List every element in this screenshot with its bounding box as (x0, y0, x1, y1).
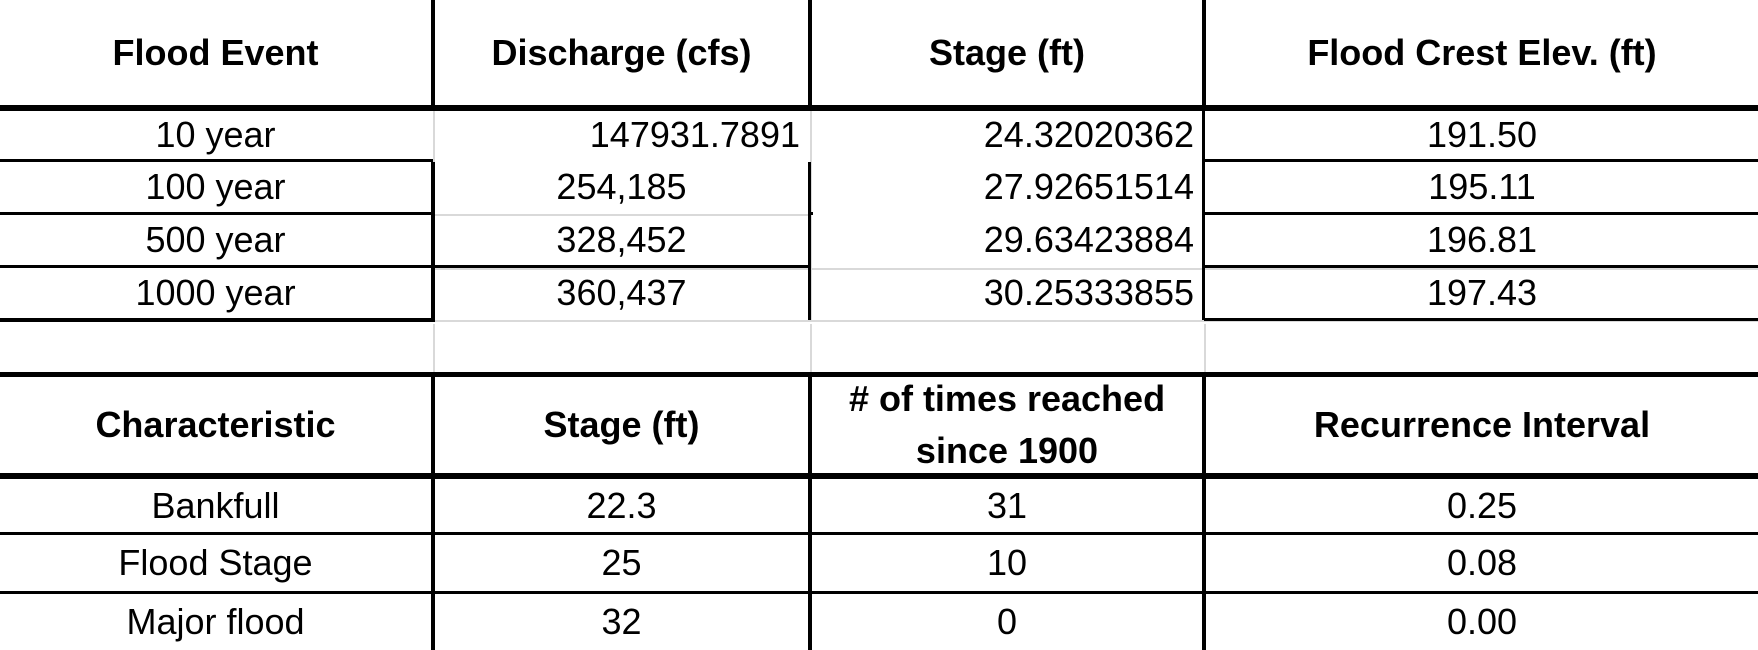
table1-cell-stage: 30.25333855 (983, 272, 1194, 313)
table2-cell-stage: 25 (601, 542, 642, 583)
table1-cell-event: 1000 year (135, 272, 296, 313)
table1-hline (0, 265, 810, 268)
table1-hline (0, 105, 1758, 111)
table2-hline (0, 532, 1758, 535)
table1-vline (431, 162, 435, 322)
table2-hline (0, 591, 1758, 594)
table2-header-recurrence: Recurrence Interval (1313, 404, 1651, 445)
table1-vline (808, 162, 811, 320)
table2-vline (1202, 374, 1206, 650)
gridline (433, 268, 1758, 270)
table2-cell-stage: 32 (601, 601, 642, 642)
table2-cell-recurrence: 0.08 (1446, 542, 1518, 583)
table1-cell-discharge: 360,437 (556, 272, 687, 313)
gridline (433, 324, 435, 374)
table1-header-discharge: Discharge (cfs) (491, 32, 752, 73)
table1-hline (1204, 212, 1758, 215)
table2-hline (0, 372, 1758, 377)
table2-vline (808, 374, 812, 650)
table1-cell-event: 100 year (145, 166, 286, 207)
gridline (810, 324, 812, 374)
gridline (810, 320, 1758, 322)
table2-hline (0, 473, 1758, 479)
table1-cell-event: 10 year (155, 114, 276, 155)
table1-hline (0, 318, 433, 322)
table1-cell-crest: 195.11 (1428, 166, 1536, 207)
table2-cell-characteristic: Bankfull (151, 484, 280, 526)
table1-hline (0, 212, 433, 215)
table1-hline (1204, 318, 1758, 321)
table2-cell-characteristic: Major flood (126, 601, 305, 642)
table2-cell-times: 31 (986, 484, 1028, 526)
table1-cell-crest: 196.81 (1426, 219, 1538, 260)
gridline (1204, 324, 1206, 374)
table1-cell-discharge: 328,452 (556, 219, 687, 260)
table2-header-stage: Stage (ft) (543, 404, 700, 445)
table1-hline (1204, 159, 1758, 162)
table1-cell-crest: 197.43 (1426, 272, 1538, 313)
table1-cell-discharge: 254,185 (556, 166, 687, 207)
table1-cell-crest: 191.50 (1426, 114, 1538, 155)
table1-cell-stage: 27.92651514 (983, 166, 1194, 207)
table1-cell-stage: 29.63423884 (983, 219, 1194, 260)
table2-header-times-reached: # of times reached since 1900 (848, 378, 1166, 471)
table2-cell-recurrence: 0.00 (1446, 601, 1518, 642)
table1-hline (0, 159, 433, 162)
table2-header-characteristic: Characteristic (95, 404, 336, 445)
table1-header-stage: Stage (ft) (929, 32, 1085, 73)
table1-vline (1202, 0, 1206, 106)
table2-cell-times: 0 (996, 601, 1018, 642)
gridline (433, 320, 810, 322)
table1-hline (1204, 265, 1758, 268)
table1-hline (810, 212, 813, 215)
table2-cell-stage: 22.3 (586, 484, 657, 526)
table1-header-flood-event: Flood Event (112, 32, 319, 73)
table2-vline (431, 374, 435, 650)
table2-cell-characteristic: Flood Stage (118, 542, 313, 583)
gridline (433, 214, 810, 216)
table1-vline (431, 0, 435, 106)
table1-vline (808, 0, 812, 106)
table1-cell-discharge: 147931.7891 (589, 114, 800, 155)
gridline (433, 108, 435, 162)
table2-cell-recurrence: 0.25 (1446, 484, 1518, 526)
table1-header-crest-elev: Flood Crest Elev. (ft) (1307, 32, 1657, 73)
table1-cell-stage: 24.32020362 (983, 114, 1194, 155)
table2-cell-times: 10 (986, 542, 1028, 583)
table1-cell-event: 500 year (145, 219, 286, 260)
table1-vline (1202, 106, 1205, 320)
